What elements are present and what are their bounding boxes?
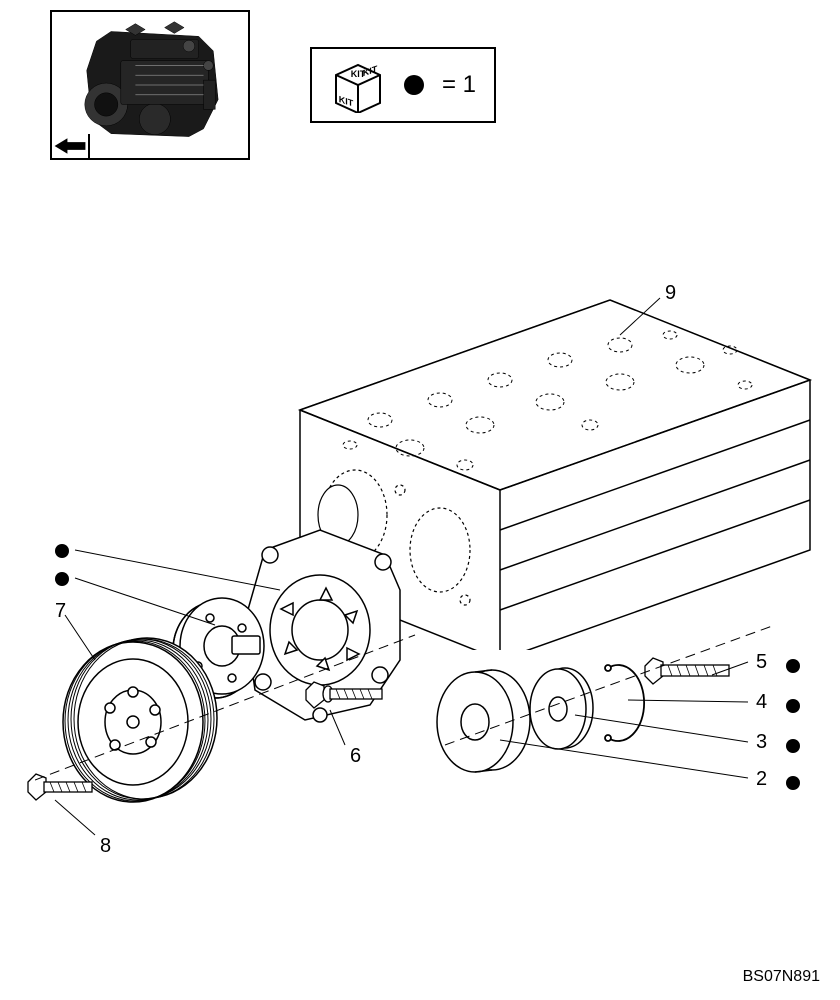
legend-dot bbox=[404, 75, 424, 95]
arrow-tab bbox=[50, 134, 90, 160]
kit-dot-2 bbox=[786, 776, 800, 790]
legend-equals: = 1 bbox=[442, 71, 476, 99]
callout-6: 6 bbox=[350, 745, 361, 768]
callout-3: 3 bbox=[756, 731, 767, 754]
kit-dot-3 bbox=[786, 739, 800, 753]
callout-9: 9 bbox=[665, 282, 676, 305]
header-row: KIT KIT KIT = 1 bbox=[50, 10, 496, 160]
arrow-icon bbox=[52, 134, 88, 158]
engine-thumbnail bbox=[50, 10, 250, 160]
kit-dot-4 bbox=[786, 699, 800, 713]
drawing-code: BS07N891 bbox=[743, 968, 820, 986]
kit-dot-b bbox=[55, 572, 69, 586]
callout-7: 7 bbox=[55, 600, 66, 623]
kit-legend: KIT KIT KIT = 1 bbox=[310, 47, 496, 123]
kit-cube-icon: KIT KIT KIT bbox=[330, 57, 386, 113]
callout-2: 2 bbox=[756, 768, 767, 791]
callout-4: 4 bbox=[756, 691, 767, 714]
kit-dot-a bbox=[55, 544, 69, 558]
callout-8: 8 bbox=[100, 835, 111, 858]
parts-diagram: 9 5 4 3 2 6 8 7 bbox=[0, 170, 840, 950]
leader-lines bbox=[0, 170, 840, 950]
callout-5: 5 bbox=[756, 651, 767, 674]
kit-dot-5 bbox=[786, 659, 800, 673]
